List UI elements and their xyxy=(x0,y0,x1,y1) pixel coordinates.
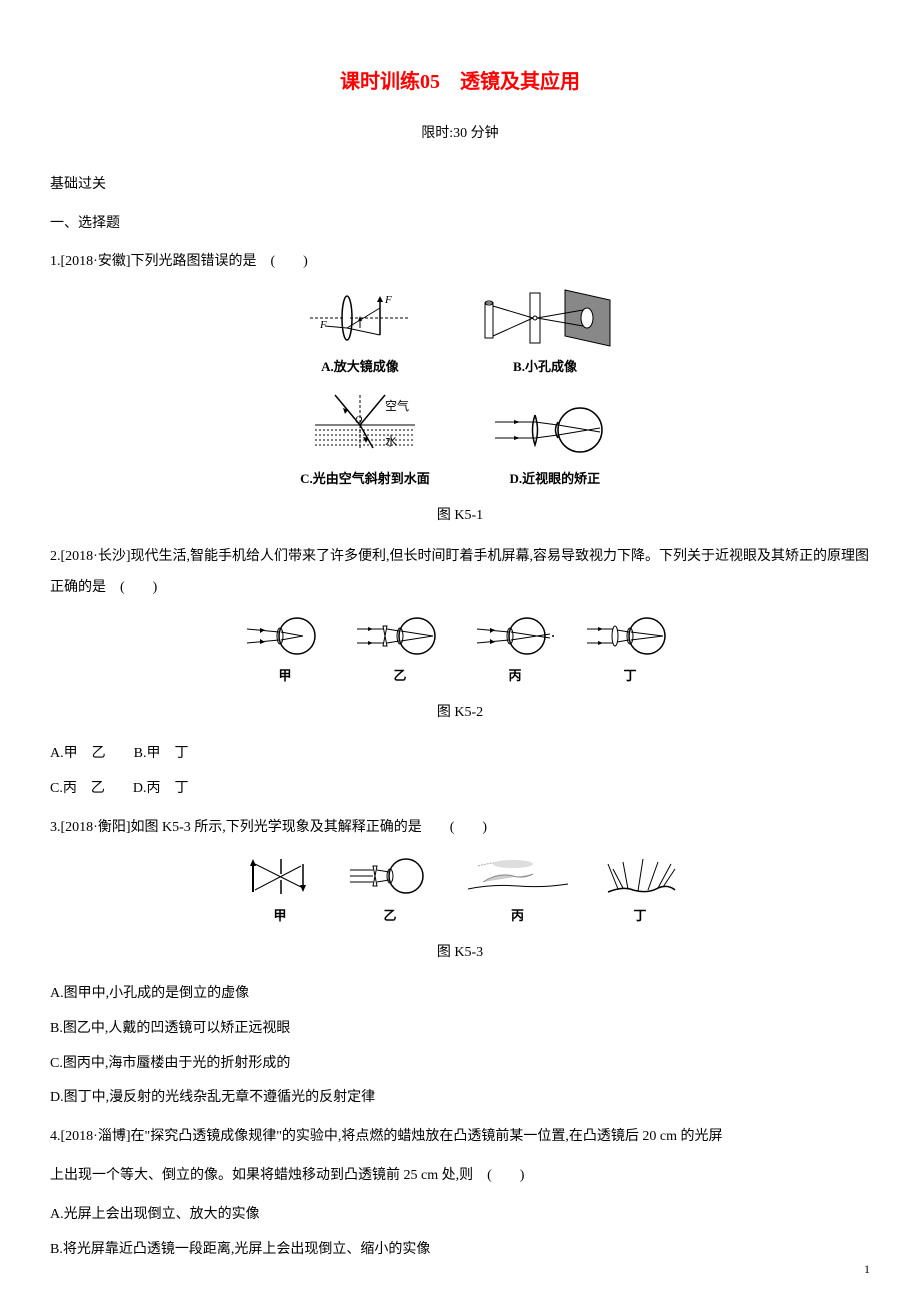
fig-label-c: C.光由空气斜射到水面 xyxy=(300,465,430,494)
myopia-diagram xyxy=(490,400,620,460)
eye-label-yi: 乙 xyxy=(393,662,406,691)
q4-options: A.光屏上会出现倒立、放大的实像 B.将光屏靠近凸透镜一段距离,光屏上会出现倒立… xyxy=(50,1200,870,1266)
eye-label-jia: 甲 xyxy=(278,662,291,691)
pinhole-jia xyxy=(243,854,318,899)
question-2: 2.[2018·长沙]现代生活,智能手机给人们带来了许多便利,但长时间盯着手机屏… xyxy=(50,542,870,604)
magnifier-diagram: F F xyxy=(305,288,415,348)
q2-opt-cd: C.丙 乙 D.丙 丁 xyxy=(50,774,870,805)
eye-ding xyxy=(585,614,675,659)
svg-text:F: F xyxy=(319,319,327,331)
refraction-diagram: O 空气 水 xyxy=(305,390,425,460)
q4-opt-b: B.将光屏靠近凸透镜一段距离,光屏上会出现倒立、缩小的实像 xyxy=(50,1235,870,1266)
question-4-line2: 上出现一个等大、倒立的像。如果将蜡烛移动到凸透镜前 25 cm 处,则 ( ) xyxy=(50,1161,870,1192)
q3-opt-a: A.图甲中,小孔成的是倒立的虚像 xyxy=(50,979,870,1010)
q3-label-bing: 丙 xyxy=(511,902,524,931)
q3-opt-b: B.图乙中,人戴的凹透镜可以矫正远视眼 xyxy=(50,1014,870,1045)
figure-caption-3: 图 K5-3 xyxy=(50,938,870,969)
fig-label-b: B.小孔成像 xyxy=(513,353,577,382)
eye-yi xyxy=(355,614,445,659)
fig-label-d: D.近视眼的矫正 xyxy=(509,465,600,494)
q3-opt-c: C.图丙中,海市蜃楼由于光的折射形成的 xyxy=(50,1049,870,1080)
svg-text:空气: 空气 xyxy=(385,398,409,413)
fig-label-a: A.放大镜成像 xyxy=(321,353,399,382)
eye-jia xyxy=(245,614,325,659)
q3-label-ding: 丁 xyxy=(633,902,646,931)
diffuse-ding xyxy=(603,854,678,899)
svg-text:O: O xyxy=(355,415,362,426)
svg-text:水: 水 xyxy=(385,434,397,448)
time-limit: 限时:30 分钟 xyxy=(50,119,870,150)
q2-options: A.甲 乙 B.甲 丁 C.丙 乙 D.丙 丁 xyxy=(50,739,870,805)
pinhole-diagram xyxy=(475,288,615,348)
figure-caption-2: 图 K5-2 xyxy=(50,698,870,729)
page-title: 课时训练05 透镜及其应用 xyxy=(50,60,870,104)
section-basic: 基础过关 xyxy=(50,170,870,201)
q4-opt-a: A.光屏上会出现倒立、放大的实像 xyxy=(50,1200,870,1231)
lens-yi xyxy=(348,854,433,899)
figure-caption-1: 图 K5-1 xyxy=(50,501,870,532)
figure-k5-1: F F A.放大镜成像 B.小孔成像 xyxy=(50,288,870,532)
eye-bing xyxy=(475,614,555,659)
question-1: 1.[2018·安徽]下列光路图错误的是 ( ) xyxy=(50,247,870,278)
q3-label-yi: 乙 xyxy=(383,902,396,931)
q3-opt-d: D.图丁中,漫反射的光线杂乱无章不遵循光的反射定律 xyxy=(50,1083,870,1114)
svg-text:F: F xyxy=(384,294,392,306)
question-4-line1: 4.[2018·淄博]在"探究凸透镜成像规律"的实验中,将点燃的蜡烛放在凸透镜前… xyxy=(50,1122,870,1153)
section-mcq: 一、选择题 xyxy=(50,209,870,240)
eye-label-bing: 丙 xyxy=(508,662,521,691)
mirage-bing xyxy=(463,854,573,899)
figure-k5-2: 甲 乙 xyxy=(50,614,870,729)
q2-opt-ab: A.甲 乙 B.甲 丁 xyxy=(50,739,870,770)
q3-label-jia: 甲 xyxy=(273,902,286,931)
q3-options: A.图甲中,小孔成的是倒立的虚像 B.图乙中,人戴的凹透镜可以矫正远视眼 C.图… xyxy=(50,979,870,1114)
eye-label-ding: 丁 xyxy=(623,662,636,691)
figure-k5-3: 甲 乙 丙 xyxy=(50,854,870,969)
question-3: 3.[2018·衡阳]如图 K5-3 所示,下列光学现象及其解释正确的是 ( ) xyxy=(50,813,870,844)
page-number: 1 xyxy=(864,1256,870,1282)
